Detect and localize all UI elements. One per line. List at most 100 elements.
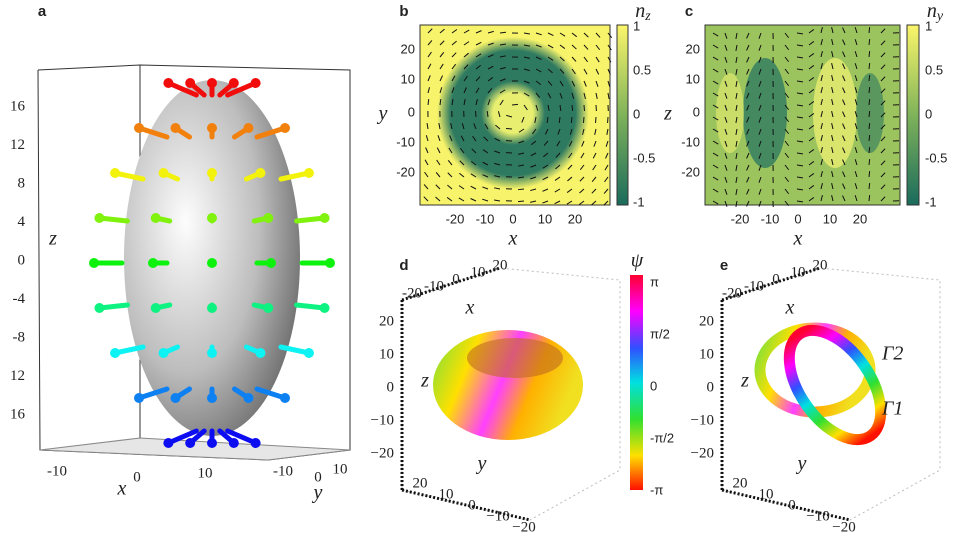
vector (470, 160, 477, 166)
vector (547, 56, 554, 61)
arrow-head (207, 438, 217, 448)
vector (487, 54, 494, 58)
tick-label: 10 (198, 465, 213, 481)
tick-label: 0 (633, 106, 640, 121)
vector (517, 200, 525, 203)
vector (831, 111, 834, 118)
box-3d (721, 267, 941, 521)
vector (459, 147, 465, 154)
vector (735, 44, 738, 51)
vector (735, 176, 738, 183)
arrow-head (134, 393, 144, 403)
arrow-head (263, 303, 274, 313)
vector (595, 56, 600, 63)
vector (724, 128, 728, 135)
vector (820, 171, 823, 178)
panel-label: b (399, 3, 408, 20)
tick-label: 0 (314, 469, 322, 485)
tick-label: -20 (396, 164, 415, 179)
vector (530, 140, 537, 146)
vector (463, 75, 468, 82)
vector (842, 183, 846, 190)
vector (547, 32, 554, 37)
arrow-head (228, 78, 239, 88)
vector (543, 152, 549, 158)
axis-label: z (48, 228, 57, 250)
vector (712, 164, 719, 169)
vector (592, 152, 597, 159)
vector (831, 123, 834, 130)
vector (451, 98, 454, 106)
tick-label: Γ2 (881, 343, 903, 365)
arrow-head (94, 303, 105, 313)
vector (451, 40, 457, 46)
tick-label: 20 (733, 475, 748, 491)
blob (716, 73, 744, 153)
vector (735, 152, 738, 159)
vector (487, 42, 494, 46)
arrow-head (134, 123, 144, 133)
vector (426, 122, 429, 130)
vector (746, 116, 750, 123)
vector (784, 44, 790, 51)
vector (854, 99, 858, 106)
vector (820, 63, 823, 70)
vector (880, 52, 886, 58)
vector (808, 65, 815, 70)
box-floor (39, 437, 351, 461)
vector (427, 87, 431, 94)
vector (758, 176, 762, 183)
axis-3d (401, 266, 501, 302)
tick-label: 10 (823, 211, 837, 226)
vector (784, 188, 790, 195)
vector (475, 76, 481, 82)
vector (523, 104, 528, 111)
panel-label: d (399, 257, 408, 274)
vector (471, 148, 477, 154)
layout (37, 24, 941, 522)
colorbar-title: nz (635, 0, 651, 24)
vector (499, 43, 507, 46)
vector (796, 44, 804, 47)
vector (475, 87, 480, 94)
vector (532, 128, 537, 135)
vector (547, 68, 553, 74)
vector (712, 188, 719, 193)
vector (746, 152, 750, 159)
vector (447, 160, 453, 166)
vector (530, 200, 537, 203)
colorbar-title: ny (927, 0, 944, 24)
vector (547, 92, 552, 99)
vector (557, 128, 561, 135)
tick-label: π/2 (650, 326, 670, 341)
tick-label: 0 (452, 271, 460, 287)
vector (796, 104, 804, 107)
tick-label: -10 (761, 211, 780, 226)
vector (735, 128, 738, 135)
vector (535, 68, 542, 73)
vector (607, 56, 612, 63)
arrow-head (280, 123, 290, 133)
vector (592, 164, 597, 171)
tick-label: 1 (633, 18, 640, 33)
vector (842, 75, 846, 82)
tick-label: 0 (408, 104, 415, 119)
vector (523, 68, 530, 72)
vector (566, 188, 573, 193)
tick-label: 0 (468, 497, 476, 513)
vector (517, 176, 525, 179)
vector (796, 32, 804, 35)
vector (446, 197, 453, 202)
vector (583, 44, 589, 50)
subscript: y (935, 9, 944, 24)
vector (796, 200, 804, 203)
arrow-head (170, 393, 181, 403)
vector (595, 80, 599, 87)
tick-label: 0 (693, 104, 700, 119)
vector (842, 135, 846, 142)
vector (880, 112, 886, 118)
vector (499, 99, 504, 106)
vector (483, 136, 489, 142)
vector (724, 92, 728, 99)
